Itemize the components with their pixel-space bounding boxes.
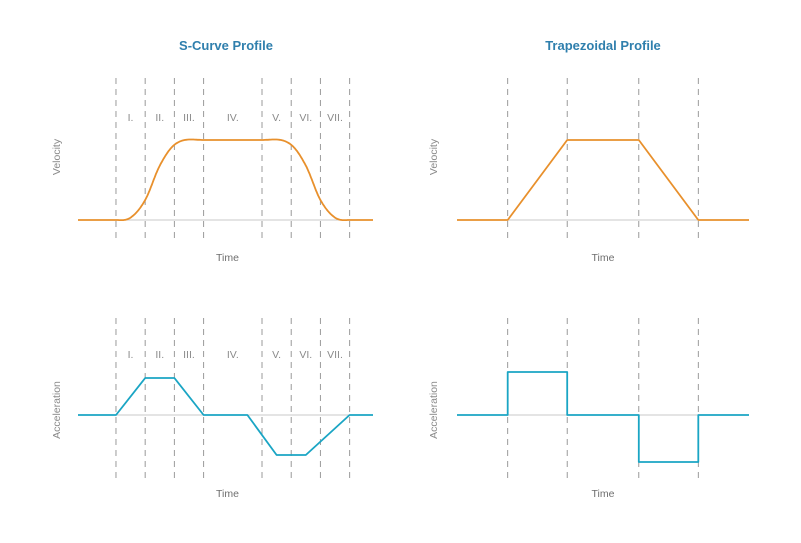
s-vel-phase-label: VII.: [327, 112, 343, 124]
s-acc-phase-label: IV.: [227, 349, 239, 361]
t-vel-series-line: [457, 139, 749, 221]
t-acc-series-line: [457, 371, 749, 463]
s-vel-y-axis-label: Velocity: [51, 138, 63, 175]
s-acc-series-line: [78, 377, 373, 456]
s-acc-phase-label: I.: [128, 349, 134, 361]
s-vel-phase-label: II.: [155, 112, 164, 124]
t-acc-y-axis-label: Acceleration: [428, 381, 440, 439]
s-acc-x-axis-label: Time: [216, 488, 239, 500]
s-vel-phase-label: IV.: [227, 112, 239, 124]
s-acc-y-axis-label: Acceleration: [51, 381, 63, 439]
t-acc-x-axis-label: Time: [592, 488, 615, 500]
s-vel-phase-label: I.: [128, 112, 134, 124]
s-vel-phase-label: VI.: [299, 112, 312, 124]
s-vel-x-axis-label: Time: [216, 252, 239, 264]
s-acc-phase-label: III.: [183, 349, 195, 361]
s-vel-phase-label: III.: [183, 112, 195, 124]
t-vel-y-axis-label: Velocity: [428, 138, 440, 175]
trapezoidal-title: Trapezoidal Profile: [545, 38, 661, 53]
s-acc-phase-label: V.: [272, 349, 281, 361]
t-vel-x-axis-label: Time: [592, 252, 615, 264]
s-curve-title: S-Curve Profile: [179, 38, 273, 53]
s-acc-phase-label: VII.: [327, 349, 343, 361]
s-acc-phase-label: II.: [155, 349, 164, 361]
s-vel-series-line: [78, 138, 373, 222]
s-vel-phase-label: V.: [272, 112, 281, 124]
s-acc-phase-label: VI.: [299, 349, 312, 361]
